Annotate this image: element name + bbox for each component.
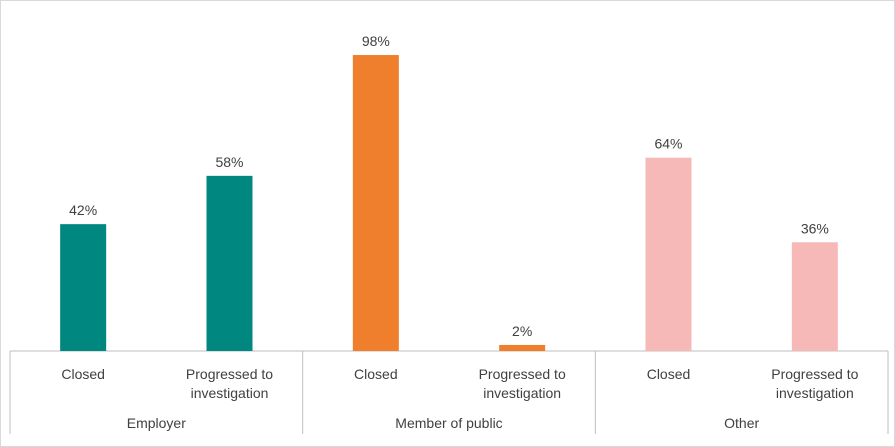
bar-other-1 (791, 242, 838, 351)
category-tick-label: Progressed to investigation (479, 366, 566, 401)
data-label: 64% (654, 136, 682, 152)
data-label: 58% (215, 154, 243, 170)
category-tick-label: Closed (354, 366, 398, 382)
category-tick-label: Progressed to investigation (771, 366, 858, 401)
category-tick-label: Closed (61, 366, 105, 382)
category-tick-label: Progressed to investigation (186, 366, 273, 401)
bar-employer-0 (60, 224, 107, 351)
bar-member-of-public-1 (499, 344, 546, 351)
data-label: 36% (801, 220, 829, 236)
bar-employer-1 (206, 175, 253, 351)
data-label: 42% (69, 202, 97, 218)
data-label: 2% (512, 323, 532, 339)
category-tick-label: Closed (647, 366, 691, 382)
group-label: Member of public (395, 415, 502, 431)
bar-member-of-public-0 (352, 55, 399, 351)
bar-other-0 (645, 157, 692, 351)
group-label: Employer (127, 415, 186, 431)
data-label: 98% (362, 33, 390, 49)
group-label: Other (724, 415, 759, 431)
